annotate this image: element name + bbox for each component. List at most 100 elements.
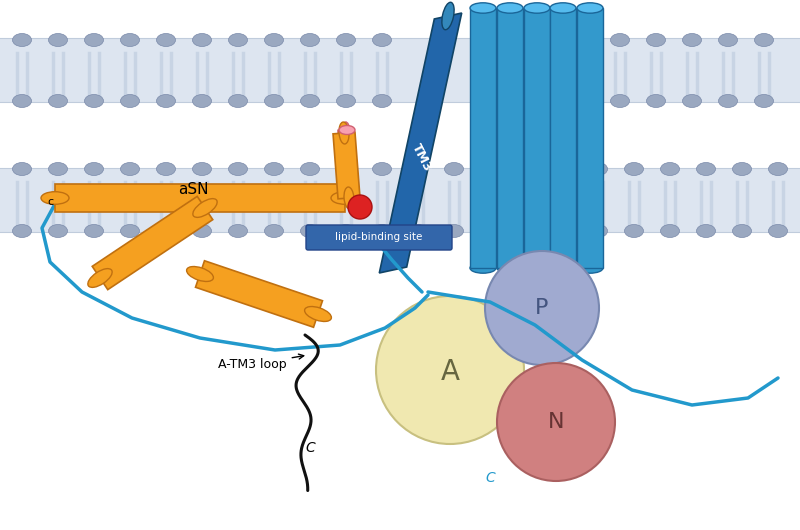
Ellipse shape	[754, 94, 774, 108]
Ellipse shape	[229, 33, 247, 47]
Ellipse shape	[157, 33, 175, 47]
Ellipse shape	[49, 94, 67, 108]
Ellipse shape	[574, 33, 594, 47]
Ellipse shape	[342, 122, 350, 138]
Polygon shape	[0, 38, 800, 102]
Ellipse shape	[470, 3, 496, 13]
Ellipse shape	[754, 33, 774, 47]
Ellipse shape	[577, 3, 603, 13]
Ellipse shape	[682, 94, 702, 108]
Ellipse shape	[13, 94, 31, 108]
Ellipse shape	[85, 225, 103, 237]
Ellipse shape	[41, 192, 69, 204]
Ellipse shape	[550, 263, 576, 273]
Ellipse shape	[265, 225, 283, 237]
Polygon shape	[0, 168, 800, 232]
Ellipse shape	[301, 94, 319, 108]
Ellipse shape	[442, 2, 454, 30]
Ellipse shape	[718, 94, 738, 108]
Ellipse shape	[85, 163, 103, 175]
Ellipse shape	[121, 225, 139, 237]
Ellipse shape	[610, 33, 630, 47]
Ellipse shape	[481, 163, 499, 175]
Ellipse shape	[121, 33, 139, 47]
Ellipse shape	[193, 33, 211, 47]
Polygon shape	[577, 8, 603, 268]
Polygon shape	[379, 13, 462, 273]
Ellipse shape	[85, 33, 103, 47]
Ellipse shape	[49, 163, 67, 175]
Ellipse shape	[524, 263, 550, 273]
Polygon shape	[92, 196, 213, 290]
Ellipse shape	[646, 33, 666, 47]
Ellipse shape	[733, 163, 751, 175]
Ellipse shape	[661, 163, 679, 175]
Ellipse shape	[589, 163, 607, 175]
Ellipse shape	[13, 33, 31, 47]
Ellipse shape	[301, 163, 319, 175]
Ellipse shape	[85, 94, 103, 108]
Polygon shape	[338, 130, 356, 178]
Ellipse shape	[13, 163, 31, 175]
Text: N: N	[548, 412, 564, 432]
Ellipse shape	[229, 94, 247, 108]
Ellipse shape	[193, 225, 211, 237]
Ellipse shape	[497, 263, 523, 273]
Text: c: c	[47, 197, 53, 207]
Text: C: C	[305, 441, 315, 455]
Ellipse shape	[517, 163, 535, 175]
Ellipse shape	[49, 225, 67, 237]
Ellipse shape	[157, 94, 175, 108]
Ellipse shape	[769, 225, 787, 237]
Polygon shape	[550, 8, 576, 268]
Ellipse shape	[409, 225, 427, 237]
Ellipse shape	[550, 3, 576, 13]
Ellipse shape	[553, 225, 571, 237]
Ellipse shape	[625, 163, 643, 175]
Text: lipid-binding site: lipid-binding site	[335, 232, 422, 242]
Text: A: A	[441, 358, 459, 386]
Ellipse shape	[625, 225, 643, 237]
Ellipse shape	[682, 33, 702, 47]
Ellipse shape	[88, 269, 112, 287]
Circle shape	[376, 296, 524, 444]
Ellipse shape	[445, 163, 463, 175]
Ellipse shape	[577, 263, 603, 273]
Ellipse shape	[344, 170, 352, 186]
Ellipse shape	[344, 187, 354, 209]
Ellipse shape	[193, 199, 217, 217]
Text: TM3: TM3	[410, 142, 434, 174]
Ellipse shape	[339, 126, 355, 135]
Ellipse shape	[157, 225, 175, 237]
Ellipse shape	[265, 94, 283, 108]
Ellipse shape	[49, 33, 67, 47]
Ellipse shape	[337, 163, 355, 175]
Ellipse shape	[373, 225, 391, 237]
Polygon shape	[55, 184, 345, 212]
Ellipse shape	[193, 94, 211, 108]
Ellipse shape	[470, 263, 496, 273]
Ellipse shape	[157, 163, 175, 175]
Circle shape	[485, 251, 599, 365]
Polygon shape	[333, 132, 360, 199]
Text: P: P	[535, 298, 549, 318]
Ellipse shape	[373, 163, 391, 175]
Text: C: C	[485, 471, 495, 485]
Ellipse shape	[186, 267, 214, 281]
Ellipse shape	[661, 225, 679, 237]
Ellipse shape	[301, 225, 319, 237]
FancyBboxPatch shape	[306, 225, 452, 250]
Circle shape	[497, 363, 615, 481]
Ellipse shape	[265, 33, 283, 47]
Ellipse shape	[524, 3, 550, 13]
Ellipse shape	[697, 163, 715, 175]
Ellipse shape	[193, 163, 211, 175]
Polygon shape	[524, 8, 550, 268]
Ellipse shape	[265, 163, 283, 175]
Ellipse shape	[481, 225, 499, 237]
Ellipse shape	[373, 94, 391, 108]
Ellipse shape	[769, 163, 787, 175]
Polygon shape	[470, 8, 496, 268]
Ellipse shape	[610, 94, 630, 108]
Ellipse shape	[646, 94, 666, 108]
